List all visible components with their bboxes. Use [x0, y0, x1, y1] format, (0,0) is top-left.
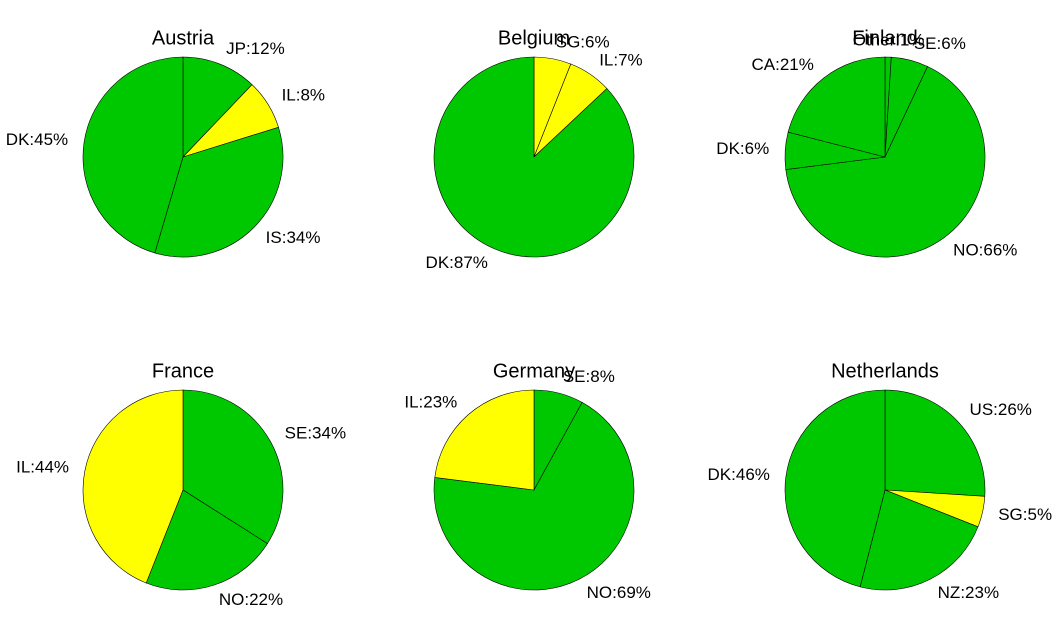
pie-slice — [884, 389, 986, 497]
slice-label: DK:46% — [708, 465, 770, 484]
pie-slice — [82, 56, 184, 254]
chart-title: Austria — [152, 27, 215, 49]
slice-label: CA:21% — [752, 55, 814, 74]
pie-slice — [182, 56, 253, 158]
slice-label: US:26% — [970, 400, 1032, 419]
slice-label: NZ:23% — [938, 583, 999, 602]
chart-title: Finland — [852, 27, 918, 49]
chart-title: France — [152, 360, 214, 382]
slice-label: SE:8% — [563, 367, 615, 386]
slice-label: IL:8% — [282, 85, 325, 104]
slice-label: DK:6% — [716, 139, 769, 158]
pie-slice — [145, 489, 268, 591]
pie-slice — [82, 389, 184, 584]
pie-slice — [785, 66, 986, 258]
slice-label: IS:34% — [266, 228, 321, 247]
pie-slice — [433, 56, 635, 258]
slice-label: NO:22% — [219, 590, 283, 609]
slice-label: IL:7% — [599, 51, 642, 70]
pie-slice — [859, 489, 979, 591]
slice-label: NO:69% — [587, 583, 651, 602]
slice-label: SE:34% — [285, 424, 346, 443]
chart-title: Netherlands — [831, 360, 939, 382]
slice-label: Other:1% — [853, 31, 925, 50]
chart-title: Germany — [493, 360, 575, 382]
pie-slice — [787, 56, 886, 158]
pie-slice — [182, 389, 284, 544]
slice-label: JP:12% — [226, 39, 285, 58]
slice-label: DK:45% — [6, 130, 68, 149]
pie-slice — [784, 389, 886, 588]
slice-label: IL:44% — [16, 458, 69, 477]
chart-title: Belgium — [498, 27, 570, 49]
slice-label: SG:5% — [998, 505, 1052, 524]
pie-slice — [433, 401, 635, 591]
slice-label: DK:87% — [426, 253, 488, 272]
slice-label: SG:6% — [556, 33, 610, 52]
slice-label: IL:23% — [404, 392, 457, 411]
slice-label: SE:6% — [914, 34, 966, 53]
pie-slice — [154, 126, 284, 258]
pie-slice — [434, 389, 535, 491]
slice-label: NO:66% — [953, 240, 1017, 259]
